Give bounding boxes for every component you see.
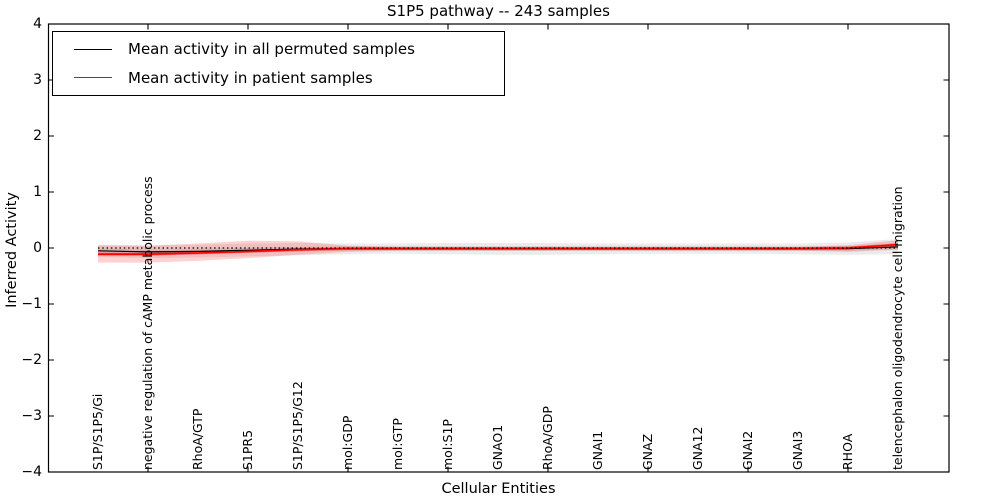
patient-std-band xyxy=(98,240,898,263)
permuted-line-swatch xyxy=(74,48,112,50)
y-tick-label: −3 xyxy=(21,408,42,424)
chart-title: S1P5 pathway -- 243 samples xyxy=(387,2,610,20)
x-category-label: negative regulation of cAMP metabolic pr… xyxy=(140,176,155,470)
y-tick-label: 1 xyxy=(33,184,42,200)
x-category-label: S1P/S1P5/Gi xyxy=(90,393,105,470)
y-tick-label: −4 xyxy=(21,464,42,480)
tick-marks xyxy=(48,23,949,473)
x-category-label: S1P/S1P5/G12 xyxy=(290,381,305,470)
x-category-label: GNAI1 xyxy=(590,430,605,470)
x-category-label: GNA12 xyxy=(690,426,705,471)
legend-item-permuted: Mean activity in all permuted samples xyxy=(53,36,504,62)
legend: Mean activity in all permuted samples Me… xyxy=(52,31,505,96)
y-tick-label: 3 xyxy=(33,72,42,88)
x-category-label: RhoA/GTP xyxy=(190,408,205,470)
patient-line-swatch xyxy=(74,77,112,79)
x-category-label: GNAI2 xyxy=(740,430,755,470)
x-category-label: telencephalon oligodendrocyte cell migra… xyxy=(890,186,905,470)
legend-label-permuted: Mean activity in all permuted samples xyxy=(128,40,415,59)
x-category-label: mol:GDP xyxy=(340,415,355,470)
y-tick-label: −1 xyxy=(21,296,42,312)
x-category-label: RhoA/GDP xyxy=(540,406,555,470)
x-axis-label: Cellular Entities xyxy=(441,481,556,497)
legend-item-patient: Mean activity in patient samples xyxy=(53,65,504,91)
y-tick-label: 4 xyxy=(33,16,42,32)
y-tick-label: 0 xyxy=(33,240,42,256)
x-category-label: RHOA xyxy=(840,433,855,470)
x-category-label: mol:GTP xyxy=(390,418,405,470)
y-tick-label: −2 xyxy=(21,352,42,368)
legend-label-patient: Mean activity in patient samples xyxy=(128,68,373,87)
x-category-label: GNAZ xyxy=(640,433,655,470)
x-category-label: mol:S1P xyxy=(440,419,455,470)
x-category-label: GNAO1 xyxy=(490,424,505,470)
y-tick-label: 2 xyxy=(33,128,42,144)
x-category-label: GNAI3 xyxy=(790,430,805,470)
x-category-label: S1PR5 xyxy=(240,429,255,470)
